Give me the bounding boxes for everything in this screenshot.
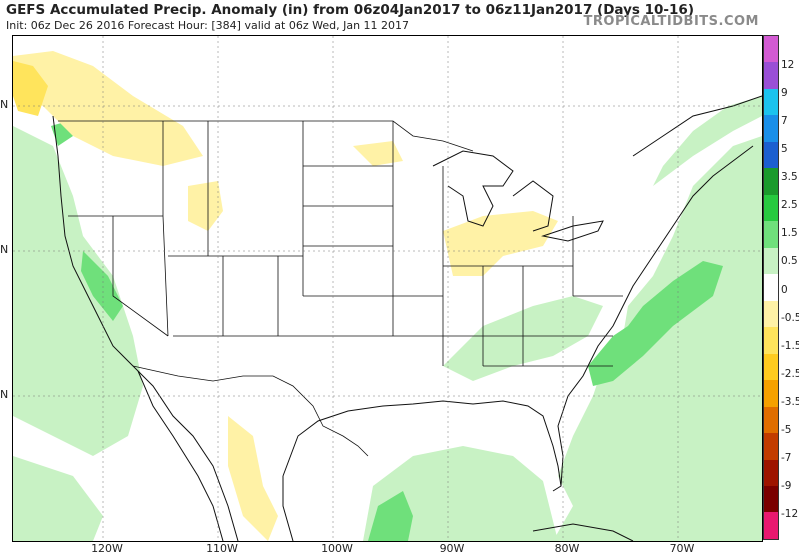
colorbar-swatch (764, 168, 778, 195)
colorbar (763, 35, 779, 540)
colorbar-tick-label: 9 (781, 87, 788, 100)
colorbar-tick-label: 1.5 (781, 227, 798, 240)
pacific-wet-region (13, 126, 143, 456)
interior-borders (68, 121, 623, 367)
great-lakes (432, 150, 604, 242)
precip-anomaly-map (12, 35, 763, 542)
state-borders (58, 120, 623, 457)
gulf-wet-core (368, 491, 413, 541)
colorbar-tick-label: 7 (781, 115, 788, 128)
lon-label-110w: 110W (206, 542, 238, 555)
colorbar-tick-label: -0.5 (781, 311, 799, 324)
colorbar-swatch (764, 459, 778, 486)
colorbar-swatch (764, 247, 778, 275)
northern-plains-dry (353, 141, 403, 166)
colorbar-swatch (764, 141, 778, 169)
colorbar-swatch (764, 512, 778, 539)
mexico-gulf-coast (282, 476, 294, 541)
florida-atlantic-coast (557, 145, 754, 487)
atlantic-wet-core (588, 261, 723, 386)
baja-peninsula (137, 370, 224, 541)
colorbar-tick-label: -7 (781, 451, 792, 464)
lon-label-100w: 100W (321, 542, 353, 555)
colorbar-swatch (764, 300, 778, 328)
colorbar-tick-label: 3.5 (781, 171, 798, 184)
lon-label-90w: 90W (439, 542, 465, 555)
plains-dry (188, 181, 223, 231)
colorbar-swatch (764, 274, 778, 301)
site-watermark: TROPICALTIDBITS.COM (583, 14, 759, 29)
colorbar-tick-label: 5 (781, 143, 788, 156)
colorbar-swatch (764, 194, 778, 222)
colorbar-swatch (764, 36, 778, 63)
green-anomaly-areas (13, 96, 762, 541)
colorbar-tick-label: -2.5 (781, 367, 799, 380)
northeast-wet-region (653, 96, 762, 186)
yellow-anomaly-areas (13, 51, 558, 541)
west-coast (52, 115, 239, 541)
colorbar-swatch (764, 221, 778, 248)
colorbar-swatch (764, 406, 778, 434)
colorbar-tick-label: 12 (781, 59, 795, 72)
northwest-dry-core (13, 61, 48, 116)
colorbar-tick-label: -5 (781, 423, 792, 436)
great-lakes-dry (443, 211, 558, 276)
us-canada-border (58, 120, 474, 152)
lat-label-1: N (0, 98, 9, 111)
colorbar-swatch (764, 485, 778, 513)
gulf-coast (282, 400, 562, 492)
colorbar-swatch (764, 353, 778, 381)
colorbar-tick-label: 0.5 (781, 255, 798, 268)
colorbar-tick-label: -3.5 (781, 395, 799, 408)
colorbar-swatch (764, 327, 778, 354)
colorbar-tick-label: -9 (781, 479, 792, 492)
southwest-wet-region (13, 456, 103, 541)
colorbar-tick-label: 2.5 (781, 199, 798, 212)
pacific-northwest-dry (13, 51, 203, 166)
california-wet-core (81, 251, 123, 321)
chart-title: GEFS Accumulated Precip. Anomaly (in) fr… (6, 2, 694, 18)
cuba (532, 523, 634, 541)
us-mexico-border (132, 365, 369, 457)
colorbar-swatch (764, 115, 778, 142)
lat-label-3: N (0, 388, 9, 401)
colorbar-swatch (764, 62, 778, 89)
map-canvas (13, 36, 762, 541)
mexico-dry (228, 416, 278, 541)
lat-label-2: N (0, 243, 9, 256)
lon-label-120w: 120W (91, 542, 123, 555)
lon-label-80w: 80W (554, 542, 580, 555)
coastlines (52, 95, 762, 541)
colorbar-swatch (764, 380, 778, 407)
canada-northeast-coast (632, 95, 762, 157)
colorbar-tick-label: -12 (781, 507, 799, 520)
colorbar-tick-label: -1.5 (781, 339, 799, 352)
lon-label-70w: 70W (669, 542, 695, 555)
chart-subtitle: Init: 06z Dec 26 2016 Forecast Hour: [38… (6, 19, 410, 32)
caribbean-wet-region (573, 496, 733, 541)
colorbar-swatch (764, 433, 778, 460)
colorbar-swatch (764, 88, 778, 116)
colorbar-tick-label: 0 (781, 283, 788, 296)
